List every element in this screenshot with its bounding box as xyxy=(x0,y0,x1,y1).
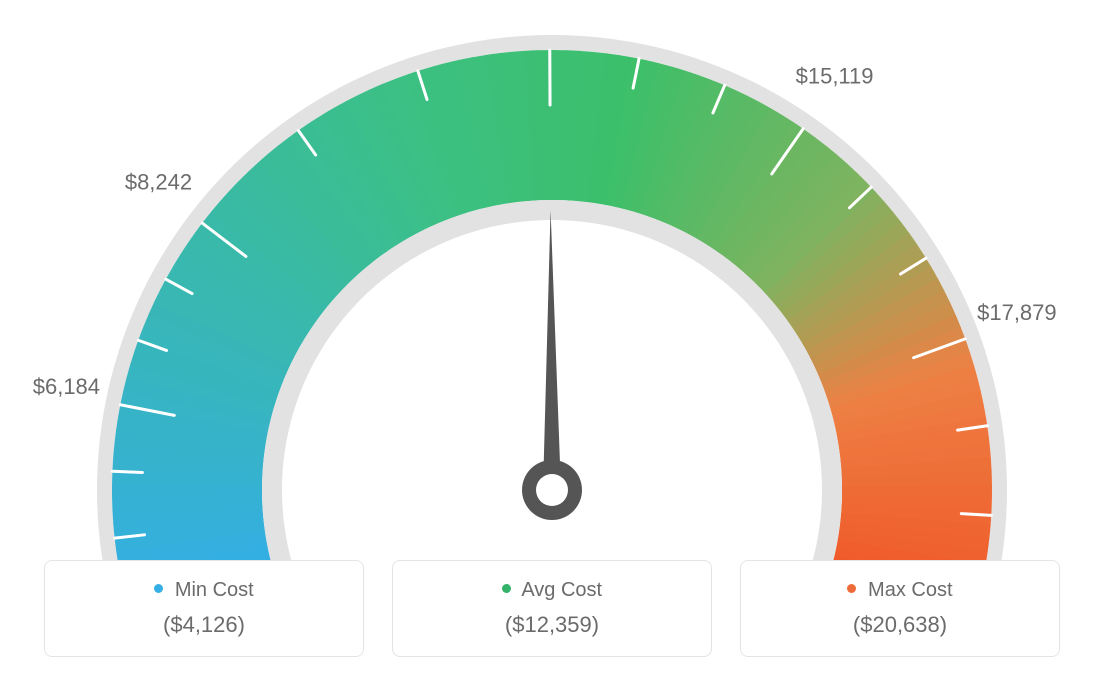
legend-card-avg: Avg Cost ($12,359) xyxy=(392,560,712,657)
legend-title-max: Max Cost xyxy=(751,579,1049,602)
legend-card-min: Min Cost ($4,126) xyxy=(44,560,364,657)
gauge-tick-label: $8,242 xyxy=(125,170,192,195)
dot-icon xyxy=(847,584,856,593)
legend-row: Min Cost ($4,126) Avg Cost ($12,359) Max… xyxy=(0,560,1104,657)
legend-label-min: Min Cost xyxy=(175,579,254,601)
dot-icon xyxy=(502,584,511,593)
legend-title-avg: Avg Cost xyxy=(403,579,701,602)
legend-label-avg: Avg Cost xyxy=(521,579,602,601)
dot-icon xyxy=(154,584,163,593)
legend-title-min: Min Cost xyxy=(55,579,353,602)
legend-value-min: ($4,126) xyxy=(55,612,353,638)
gauge-tick-label: $6,184 xyxy=(33,374,100,399)
gauge-needle xyxy=(543,210,561,490)
legend-card-max: Max Cost ($20,638) xyxy=(740,560,1060,657)
legend-label-max: Max Cost xyxy=(868,579,952,601)
gauge-svg: $4,126$6,184$8,242$12,359$15,119$17,879$… xyxy=(0,0,1104,560)
gauge-tick-label: $15,119 xyxy=(796,64,874,89)
needle-hub-inner xyxy=(536,474,568,506)
gauge-chart: $4,126$6,184$8,242$12,359$15,119$17,879$… xyxy=(0,0,1104,560)
legend-value-avg: ($12,359) xyxy=(403,612,701,638)
legend-value-max: ($20,638) xyxy=(751,612,1049,638)
gauge-tick-label: $17,879 xyxy=(977,300,1057,325)
